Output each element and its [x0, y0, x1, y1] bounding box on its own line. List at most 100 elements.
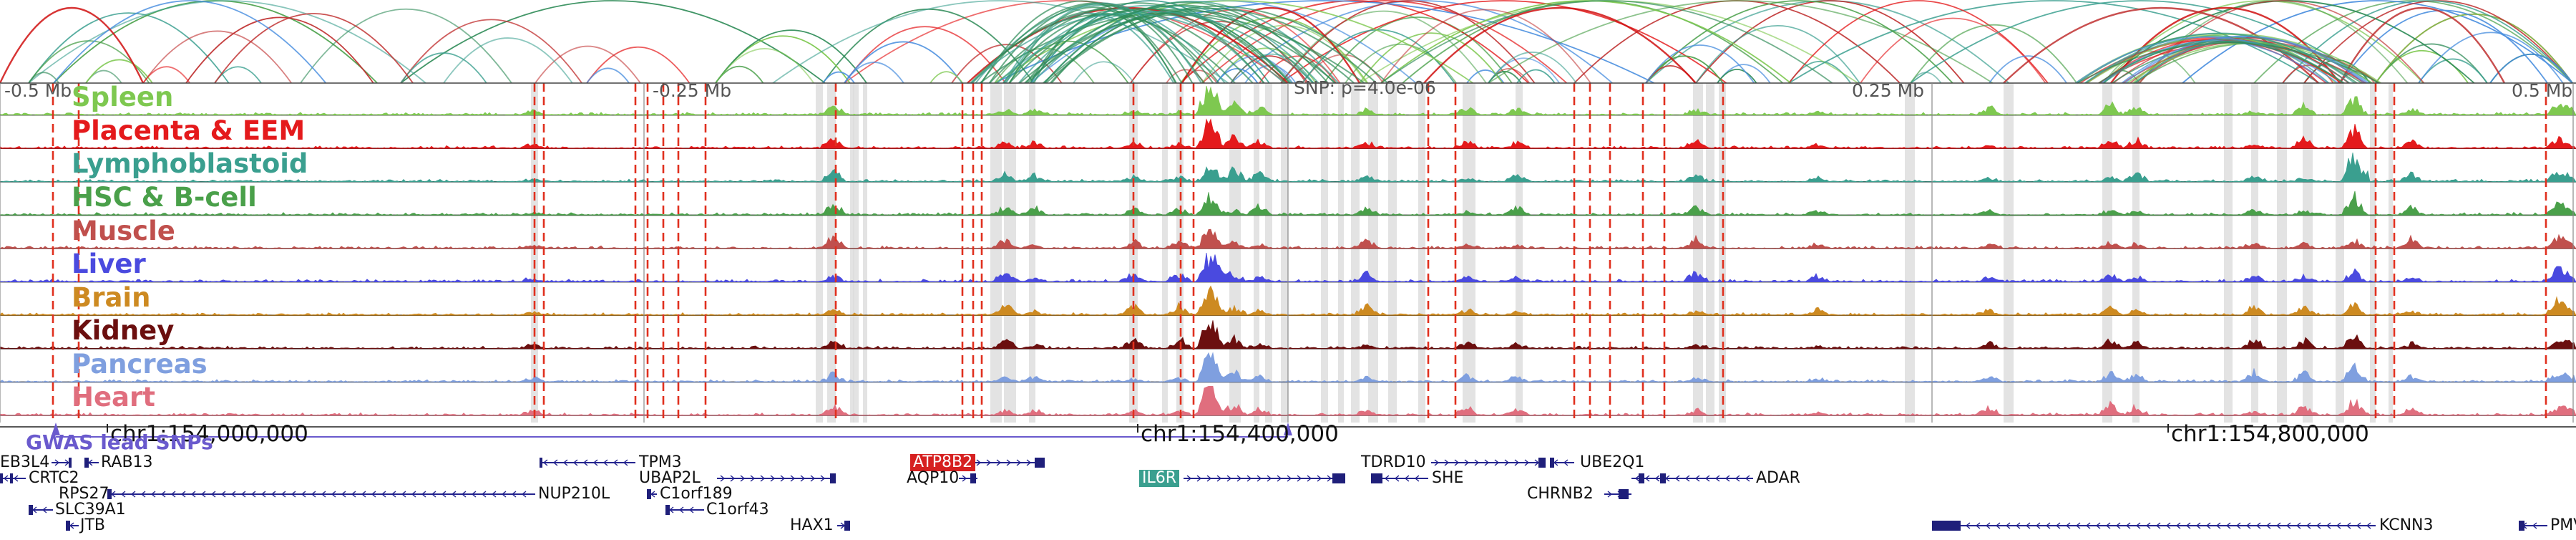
gene-label-slc39a1[interactable]: SLC39A1: [55, 501, 126, 519]
gene-arrow-il6r: [1196, 475, 1202, 482]
gene-label-crtc2[interactable]: CRTC2: [29, 469, 79, 487]
track-label-liver[interactable]: Liver: [72, 249, 146, 279]
gene-arrow-crtc2: [13, 475, 19, 482]
gene-arrow-tdrd10: [1474, 459, 1480, 466]
ruler-label-plus-quarter: 0.25 Mb: [1852, 80, 1925, 101]
track-label-lymphoblastoid[interactable]: Lymphoblastoid: [72, 148, 308, 179]
gene-label-aqp10[interactable]: AQP10: [907, 469, 960, 487]
gwas-snp-markers[interactable]: [52, 423, 1292, 438]
gene-arrow-kcnn3: [2015, 522, 2021, 529]
gene-arrow-rps27-nup210l: [421, 491, 426, 498]
track-label-hsc-bcell[interactable]: HSC & B-cell: [72, 182, 257, 213]
gene-label-tpm3[interactable]: TPM3: [639, 453, 682, 471]
gene-label-adar[interactable]: ADAR: [1756, 469, 1800, 487]
gene-arrow-adar: [1694, 475, 1700, 482]
gene-label-she[interactable]: SHE: [1432, 469, 1464, 487]
gene-arrow-pmvk: [2532, 522, 2537, 529]
gene-label-kcnn3[interactable]: KCNN3: [2379, 516, 2434, 534]
gene-label-nup210l[interactable]: NUP210L: [538, 485, 610, 503]
track-label-heart[interactable]: Heart: [72, 382, 155, 413]
gene-label-atp8b2[interactable]: ATP8B2: [910, 454, 976, 471]
loop-arc-118: [715, 48, 815, 84]
gene-label-rab13[interactable]: RAB13: [101, 453, 153, 471]
gene-arrow-rps27-nup210l: [381, 491, 386, 498]
loop-arc-73: [1280, 0, 1536, 84]
gene-label-chrnb2[interactable]: CHRNB2: [1527, 485, 1594, 503]
gene-arrow-ubap2l: [810, 475, 816, 482]
gene-arrow-kcnn3: [2065, 522, 2071, 529]
gene-arrow-kcnn3: [2316, 522, 2321, 529]
loop-arc-117: [994, 0, 1474, 84]
track-label-spleen[interactable]: Spleen: [72, 82, 174, 112]
gene-arrow-she: [1414, 475, 1420, 482]
gene-arrow-il6r: [1307, 475, 1312, 482]
gene-arrow-c1orf43: [688, 506, 694, 514]
anchor-band-15: [1388, 83, 1397, 423]
track-label-placenta[interactable]: Placenta & EEM: [72, 115, 306, 146]
gene-exon-rab13: [84, 458, 89, 468]
loop-arc-91: [1645, 0, 1953, 84]
loop-arc-76: [185, 16, 374, 84]
gene-models[interactable]: [0, 458, 2547, 531]
gene-label-tdrd10[interactable]: TDRD10: [1361, 453, 1426, 471]
chromatin-loop-arcs[interactable]: [0, 0, 2573, 84]
gene-arrow-rps27-nup210l: [441, 491, 447, 498]
gene-arrow-kcnn3: [2075, 522, 2081, 529]
gene-exon-c1orf43: [665, 505, 670, 515]
gene-exon-aqp10: [970, 473, 976, 483]
gene-arrow-kcnn3: [2306, 522, 2311, 529]
gene-arrow-aqp10: [962, 475, 967, 482]
gene-arrow-rps27-nup210l: [431, 491, 436, 498]
loop-arc-14: [1280, 0, 1727, 84]
gene-arrow-il6r: [1216, 475, 1222, 482]
gene-arrow-rps27-nup210l: [210, 491, 216, 498]
gene-arrow-rps27-nup210l: [220, 491, 226, 498]
gene-label-eb3l4[interactable]: EB3L4: [0, 453, 50, 471]
gene-exon-ubap2l: [830, 473, 836, 483]
gene-label-c1orf189[interactable]: C1orf189: [660, 485, 733, 503]
loop-arc-115: [1645, 44, 1755, 84]
loop-arc-cluster-right-18: [2084, 35, 2351, 84]
gene-arrow-rps27-nup210l: [240, 491, 246, 498]
gene-exon-atp8b2: [1035, 458, 1045, 468]
gene-exon-pmvk: [2519, 521, 2524, 531]
gene-exon-kcnn3: [1932, 521, 1961, 531]
gene-arrow-kcnn3: [1985, 522, 1991, 529]
gene-arrow-ube2q1: [1563, 459, 1568, 466]
gene-arrow-rps27-nup210l: [291, 491, 296, 498]
gene-exon-crtc2: [10, 473, 13, 483]
loop-arc-97: [1359, 32, 1503, 84]
gene-arrow-she: [1394, 475, 1400, 482]
loop-arc-cluster-28: [996, 11, 1314, 84]
track-label-kidney[interactable]: Kidney: [72, 315, 175, 346]
gene-label-ubap2l[interactable]: UBAP2L: [639, 469, 701, 487]
gene-arrow-rps27-nup210l: [311, 491, 316, 498]
gene-arrow-tpm3: [613, 459, 618, 466]
gene-label-rps27[interactable]: RPS27: [59, 485, 109, 503]
gene-arrow-rps27-nup210l: [190, 491, 196, 498]
gene-label-il6r[interactable]: IL6R: [1139, 470, 1180, 487]
gene-arrow-she: [1404, 475, 1410, 482]
gene-arrow-c1orf43: [678, 506, 684, 514]
gene-label-c1orf43[interactable]: C1orf43: [706, 501, 769, 519]
gene-label-ube2q1[interactable]: UBE2Q1: [1580, 453, 1645, 471]
track-label-brain[interactable]: Brain: [72, 282, 151, 313]
gene-arrow-kcnn3: [2005, 522, 2011, 529]
loop-arc-45: [1201, 0, 1568, 84]
gene-arrow-rps27-nup210l: [451, 491, 457, 498]
gene-label-jtb[interactable]: JTB: [80, 516, 106, 534]
gene-arrow-kcnn3: [2205, 522, 2211, 529]
loop-arc-96: [1488, 0, 1994, 84]
loop-arc-106: [400, 52, 487, 84]
track-label-muscle[interactable]: Muscle: [72, 216, 175, 246]
gene-arrow-kcnn3: [2165, 522, 2171, 529]
gene-label-hax1[interactable]: HAX1: [790, 516, 834, 534]
track-label-pancreas[interactable]: Pancreas: [72, 349, 208, 380]
gene-label-pmvk[interactable]: PMVK: [2550, 516, 2576, 534]
gene-arrow-tpm3: [582, 459, 588, 466]
anchor-band-24: [2132, 83, 2140, 423]
loop-arc-104: [1244, 64, 1297, 84]
gene-arrow-kcnn3: [2145, 522, 2151, 529]
